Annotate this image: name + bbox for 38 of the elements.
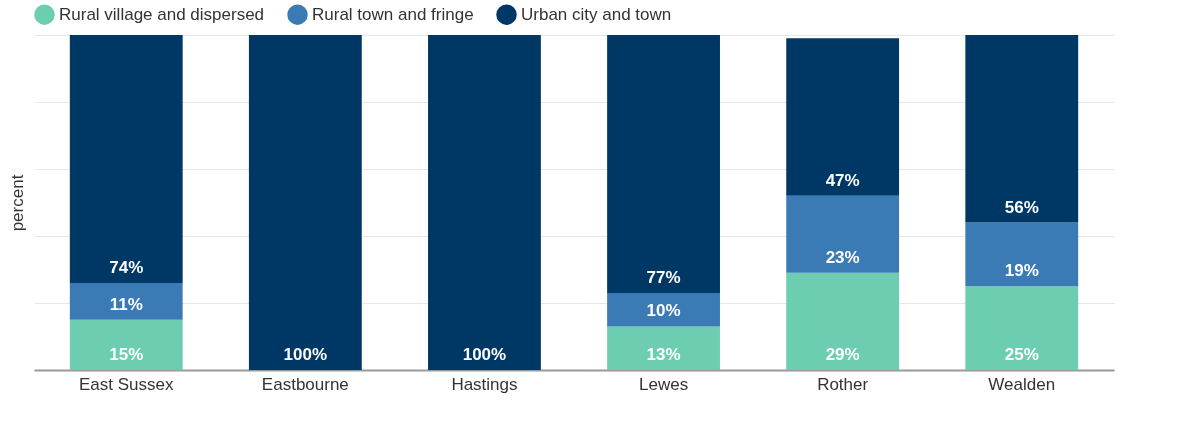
data-label: 29%	[825, 345, 860, 364]
x-tick-label: Wealden	[988, 374, 1056, 394]
x-tick-label: Rother	[817, 374, 869, 394]
x-tick-label: Eastbourne	[261, 374, 349, 394]
bar	[69, 319, 183, 370]
bar	[69, 35, 183, 283]
x-tick-label: East Sussex	[78, 374, 174, 394]
data-label: 15%	[109, 345, 144, 364]
y-axis-title: percent	[7, 174, 27, 232]
data-label: 56%	[1004, 197, 1039, 217]
bar	[607, 35, 720, 293]
bar	[965, 286, 1079, 370]
bar	[786, 272, 900, 370]
legend-label: Rural village and dispersed	[59, 4, 265, 24]
legend-label: Rural town and fringe	[312, 4, 474, 24]
data-label: 13%	[646, 345, 681, 364]
data-label: 100%	[283, 345, 328, 364]
data-label: 77%	[646, 267, 681, 287]
x-tick-label: Lewes	[638, 374, 689, 394]
bar	[965, 35, 1079, 223]
legend-label: Urban city and town	[521, 4, 672, 24]
bar	[607, 292, 720, 327]
bar	[428, 35, 541, 370]
data-label: 11%	[109, 294, 143, 314]
data-label: 47%	[825, 170, 860, 190]
bar	[607, 326, 720, 370]
bar	[965, 222, 1079, 287]
data-label: 23%	[825, 247, 860, 267]
data-label: 25%	[1004, 345, 1039, 364]
data-label: 100%	[462, 345, 507, 364]
x-tick-label: Hastings	[451, 374, 518, 394]
bar	[786, 38, 900, 196]
data-label: 74%	[109, 257, 144, 277]
bar	[248, 35, 362, 370]
bar	[69, 282, 183, 320]
bar	[786, 195, 900, 273]
data-label: 10%	[646, 301, 681, 321]
data-label: 19%	[1004, 261, 1039, 281]
